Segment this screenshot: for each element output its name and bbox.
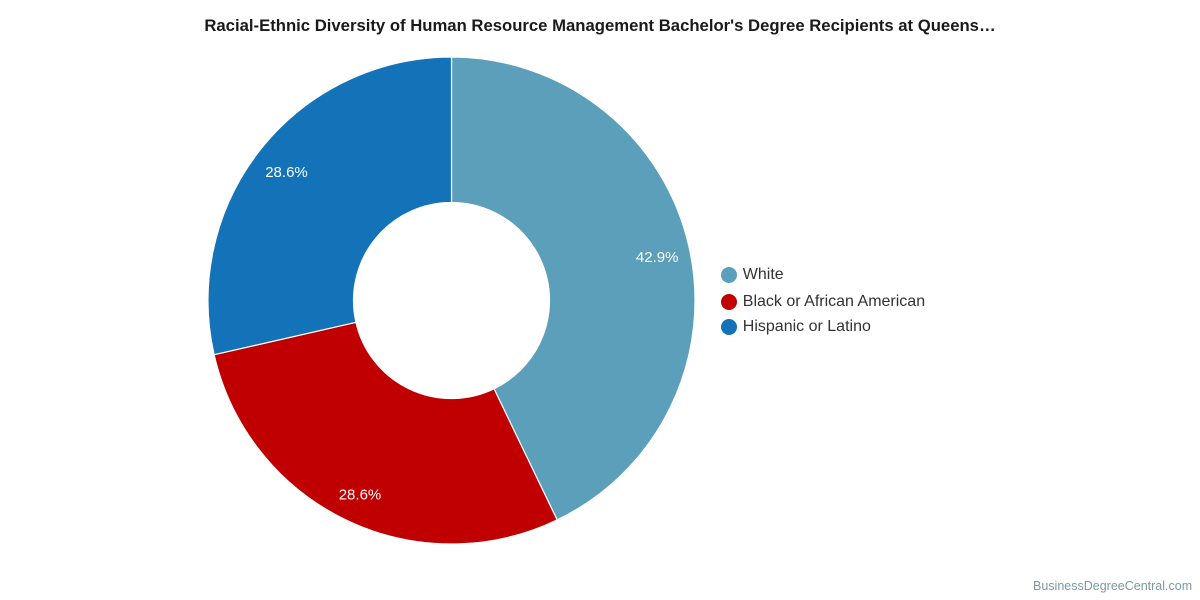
- svg-text:42.9%: 42.9%: [636, 249, 679, 266]
- svg-text:28.6%: 28.6%: [265, 164, 308, 181]
- svg-text:28.6%: 28.6%: [339, 487, 382, 504]
